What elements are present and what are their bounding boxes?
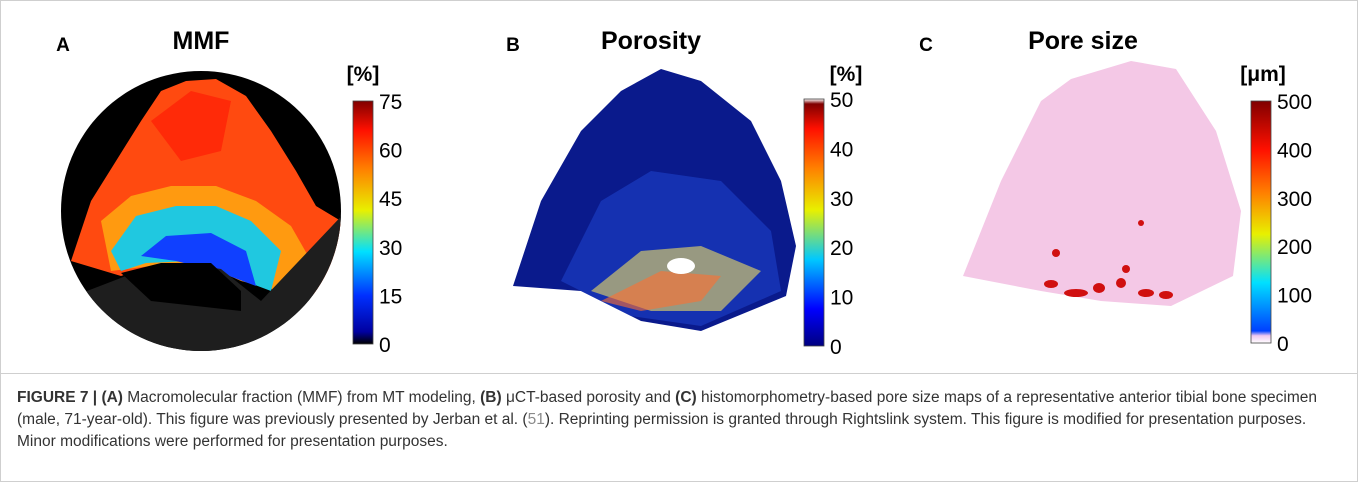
colorbar	[1250, 100, 1272, 344]
colorbar-unit: [%]	[830, 63, 863, 86]
mmf-map	[61, 71, 341, 351]
panel-label: B	[506, 35, 520, 56]
colorbar-tick-label: 30	[830, 188, 853, 211]
caption-text: histomorphometry-based pore size maps of…	[17, 389, 1318, 428]
panel-title: Pore size	[1028, 27, 1138, 55]
colorbar-tick-label: 10	[830, 287, 853, 310]
colorbar-tick-label: 60	[379, 140, 402, 163]
caption-text: (B)	[480, 389, 502, 406]
colorbar-tick-label: 15	[379, 285, 402, 308]
colorbar-tick-label: 500	[1277, 91, 1312, 114]
divider	[1, 373, 1357, 374]
caption: FIGURE 7 | (A) Macromolecular fraction (…	[17, 387, 1337, 453]
caption-text: (A)	[101, 389, 123, 406]
colorbar-tick-label: 30	[379, 237, 402, 260]
colorbar-tick-label: 200	[1277, 236, 1312, 259]
colorbar	[803, 98, 825, 347]
caption-text: Macromolecular fraction (MMF) from MT mo…	[122, 389, 481, 406]
colorbar-tick-label: 400	[1277, 139, 1312, 162]
figure-panels: A MMF [%] 75 60 45 30 15 0 B Porosity [%] 50 40 30 20 10…	[56, 27, 1312, 359]
colorbar	[352, 100, 374, 345]
colorbar-unit: [%]	[347, 63, 380, 86]
colorbar-tick-label: 45	[379, 188, 402, 211]
colorbar-tick-label: 50	[830, 89, 853, 112]
pore-size-map	[963, 61, 1241, 306]
caption-text: FIGURE 7 |	[17, 389, 102, 406]
caption-text: ). Reprinting permission is granted thro…	[17, 411, 1307, 450]
colorbar-tick-label: 0	[830, 336, 842, 359]
porosity-map	[513, 69, 796, 331]
panel-label: A	[56, 35, 70, 56]
caption-text[interactable]: 51	[527, 411, 545, 428]
colorbar-tick-label: 40	[830, 138, 853, 161]
colorbar-tick-label: 100	[1277, 285, 1312, 308]
colorbar-tick-label: 0	[1277, 333, 1289, 356]
panel-label: C	[919, 35, 933, 56]
panel-title: Porosity	[601, 27, 701, 55]
caption-text: (C)	[675, 389, 697, 406]
caption-text: μCT-based porosity and	[501, 389, 676, 406]
colorbar-tick-label: 0	[379, 334, 391, 357]
panel-title: MMF	[173, 27, 230, 55]
colorbar-unit: [μm]	[1240, 63, 1286, 86]
colorbar-tick-label: 20	[830, 237, 853, 260]
colorbar-tick-label: 300	[1277, 188, 1312, 211]
colorbar-tick-label: 75	[379, 91, 402, 114]
